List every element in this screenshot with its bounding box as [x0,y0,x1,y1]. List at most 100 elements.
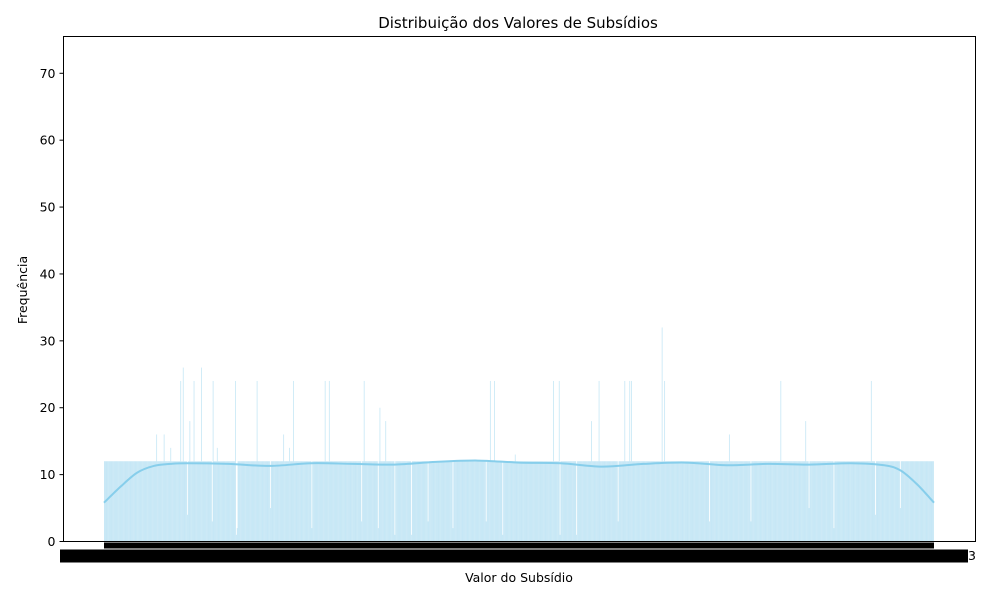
histogram-bar [348,461,350,542]
histogram-bar [177,461,179,542]
histogram-bar [566,461,568,542]
histogram-bar [318,461,320,542]
histogram-bar [602,461,604,542]
histogram-bar [453,461,455,542]
histogram-bar [548,461,550,542]
histogram-bar [128,461,129,542]
histogram-bar [814,461,816,542]
histogram-bar [800,461,802,542]
histogram-bar [777,461,778,542]
histogram-bar [184,461,186,542]
histogram-bar [839,461,841,542]
histogram-bar [890,461,892,542]
histogram-bar [647,461,649,542]
histogram-bar [900,461,902,542]
histogram-bar [245,461,246,542]
histogram-bar [323,461,324,542]
histogram-bar [548,461,549,542]
histogram-bar [153,461,155,542]
histogram-bar [836,461,837,542]
histogram-bar [866,461,868,542]
histogram-bar [768,461,769,542]
histogram-bar [768,461,770,542]
histogram-bar [436,461,437,542]
histogram-bar [744,461,746,542]
histogram-bar [209,461,211,542]
histogram-bar [659,461,661,542]
histogram-bar [924,461,925,542]
histogram-bar [168,461,170,542]
histogram-bar [719,461,720,542]
histogram-bar [631,461,633,542]
histogram-bar [552,461,553,542]
histogram-bar [564,461,566,542]
histogram-bar [748,461,749,542]
histogram-bar [598,380,600,542]
histogram-bar [544,461,546,542]
histogram-bar [376,461,377,542]
histogram-bar [867,461,869,542]
histogram-bar [927,461,929,542]
histogram-bar [619,461,621,542]
histogram-bar [364,461,366,542]
histogram-bar [335,461,337,542]
histogram-bar [196,461,198,542]
histogram-bar [851,461,852,542]
histogram-bar [589,461,591,542]
histogram-bar [892,461,894,542]
histogram-bar [575,461,577,542]
histogram-bar [450,461,452,542]
histogram-bar [753,461,754,542]
histogram-bar [382,461,384,542]
histogram-bar [132,461,133,542]
histogram-bar [270,508,271,542]
histogram-bar [493,461,495,542]
histogram-bar [245,461,247,542]
histogram-bar [175,461,177,542]
histogram-bar [851,461,853,542]
histogram-bar [327,461,329,542]
histogram-bar [810,461,812,542]
histogram-bar [362,461,363,542]
histogram-bar [201,461,203,542]
histogram-bar [844,461,846,542]
histogram-bar [243,461,245,542]
histogram-bar [802,461,804,542]
histogram-bar [903,461,905,542]
histogram-bar [172,461,173,542]
histogram-bar [626,461,628,542]
histogram-bar [872,461,874,542]
histogram-bar [394,534,396,542]
histogram-bar [231,461,233,542]
histogram-bar [600,461,602,542]
histogram-bar [816,461,817,542]
histogram-bar [704,461,705,542]
histogram-bar [412,461,414,542]
histogram-bar [241,461,243,542]
histogram-bar [638,461,640,542]
histogram-bar [902,461,904,542]
histogram-bar [743,461,744,542]
histogram-bar [410,461,412,542]
histogram-bar [505,461,507,542]
histogram-bar [527,461,529,542]
histogram-bar [369,461,371,542]
histogram-bar [272,461,274,542]
histogram-bar [825,461,827,542]
histogram-bar [126,461,128,542]
histogram-bar [667,461,669,542]
histogram-bar [304,461,306,542]
histogram-bar [803,461,805,542]
histogram-bar [530,461,532,542]
histogram-bar [901,461,903,542]
histogram-bar [282,461,284,542]
histogram-bar [109,461,111,542]
histogram-bar [926,461,928,542]
y-tick-label: 60 [40,133,56,148]
histogram-bar [891,461,893,542]
histogram-bar [929,461,930,542]
histogram-bar [519,461,520,542]
histogram-bar [700,461,702,542]
histogram-bar [235,380,236,542]
histogram-bar [182,367,184,542]
